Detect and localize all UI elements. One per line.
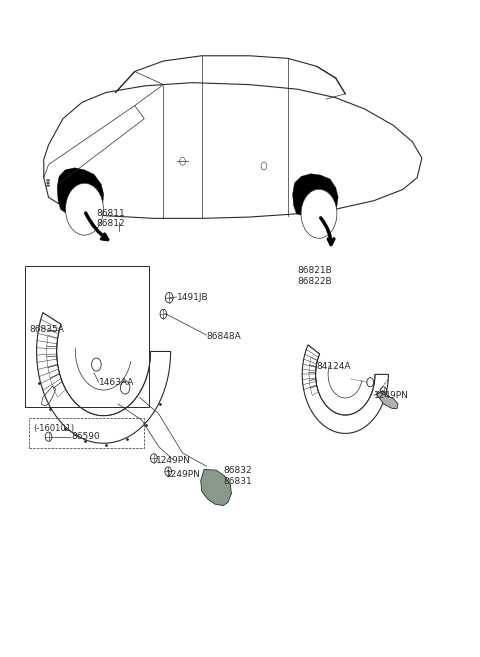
Circle shape bbox=[48, 185, 49, 187]
Text: 1463AA: 1463AA bbox=[99, 378, 134, 387]
Text: 1249PN: 1249PN bbox=[374, 391, 409, 400]
Circle shape bbox=[48, 182, 49, 184]
Text: 86835A: 86835A bbox=[29, 325, 64, 334]
Text: 1249PN: 1249PN bbox=[166, 470, 201, 478]
Text: 86821B
86822B: 86821B 86822B bbox=[298, 266, 332, 286]
Text: 1491JB: 1491JB bbox=[177, 292, 208, 302]
Text: 86848A: 86848A bbox=[206, 332, 241, 341]
Circle shape bbox=[301, 189, 337, 238]
Circle shape bbox=[65, 183, 103, 235]
Polygon shape bbox=[293, 173, 338, 217]
Circle shape bbox=[47, 182, 48, 184]
Text: (-160101): (-160101) bbox=[33, 424, 74, 433]
Polygon shape bbox=[376, 391, 398, 409]
Text: 1249PN: 1249PN bbox=[156, 457, 191, 465]
Bar bbox=[29, 419, 144, 448]
Circle shape bbox=[48, 185, 50, 187]
Circle shape bbox=[47, 185, 48, 187]
Circle shape bbox=[48, 179, 50, 181]
Bar bbox=[24, 266, 149, 407]
Text: 86590: 86590 bbox=[72, 432, 100, 442]
Text: 86811
86812: 86811 86812 bbox=[96, 209, 125, 228]
Text: 84124A: 84124A bbox=[317, 362, 351, 371]
Polygon shape bbox=[201, 470, 231, 505]
Text: 86832
86831: 86832 86831 bbox=[223, 466, 252, 486]
Circle shape bbox=[48, 182, 50, 184]
Circle shape bbox=[48, 179, 49, 181]
Polygon shape bbox=[57, 168, 104, 217]
Circle shape bbox=[47, 179, 48, 181]
